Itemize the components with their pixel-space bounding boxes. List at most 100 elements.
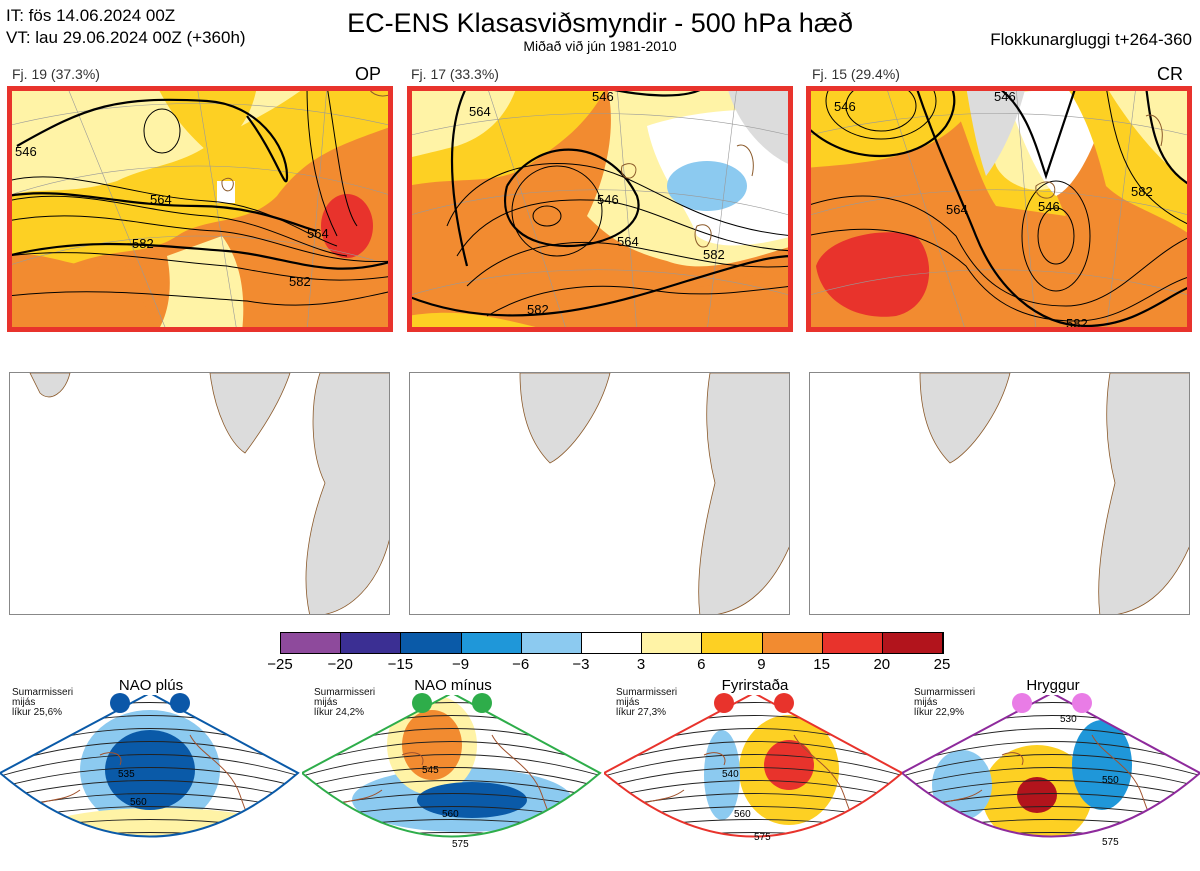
empty-map-3 <box>809 372 1190 615</box>
colorbar-swatch <box>461 633 522 653</box>
cluster-3-contour-label: 582 <box>1131 184 1153 199</box>
colorbar-tick-label: −6 <box>512 656 530 673</box>
regime-marker-dot <box>170 693 190 713</box>
colorbar-tick-label: 6 <box>697 656 706 673</box>
regime-info-prob: líkur 22,9% <box>914 707 965 718</box>
cluster-1-code: OP <box>355 64 382 84</box>
regime-marker-dot <box>110 693 130 713</box>
regime-marker-dot <box>774 693 794 713</box>
page-title: EC-ENS Klasasviðsmyndir - 500 hPa hæð <box>347 8 853 38</box>
cluster-1-contour-label: 546 <box>15 144 37 159</box>
cluster-2-contour-label: 546 <box>597 192 619 207</box>
regime-map: 535 560 <box>0 695 300 838</box>
cluster-3-frame <box>806 86 1192 332</box>
cluster-1-contour-label: 582 <box>132 236 154 251</box>
colorbar-swatch <box>281 633 342 653</box>
cluster-3-contour-label: 546 <box>834 99 856 114</box>
colorbar-tick-label: −3 <box>572 656 590 673</box>
regime-info-prob: líkur 25,6% <box>12 707 63 718</box>
regime-map: 545 560 575 <box>302 695 602 850</box>
colorbar-swatch <box>762 633 823 653</box>
regime-info-prob: líkur 27,3% <box>616 707 667 718</box>
regime-info-season: Sumarmisseri <box>616 687 678 698</box>
regime-map: 540 560 575 <box>604 695 904 843</box>
cluster-3-contour-label: 546 <box>994 89 1016 104</box>
cluster-3-code: CR <box>1157 64 1183 84</box>
cluster-1-label: Fj. 19 (37.3%) <box>12 66 100 82</box>
regime-contour-label: 550 <box>1102 775 1119 786</box>
cluster-1-contour-label: 582 <box>289 274 311 289</box>
regime-info-avg: mijás <box>314 697 338 708</box>
colorbar-tick-label: 20 <box>873 656 891 673</box>
colorbar-tick-label: −20 <box>327 656 353 673</box>
regime-contour-label: 530 <box>1060 714 1077 725</box>
colorbar-swatch <box>341 633 402 653</box>
regime-contour-label: 560 <box>442 809 459 820</box>
cluster-2-contour-label: 582 <box>703 247 725 262</box>
page-subtitle: Miðað við jún 1981-2010 <box>523 38 677 54</box>
regime-contour-label: 575 <box>754 832 771 843</box>
regime-marker-dot <box>1072 693 1092 713</box>
regime-title: Fyrirstaða <box>721 677 789 694</box>
cluster-2-contour-label: 564 <box>469 104 491 119</box>
colorbar-tick-label: 3 <box>636 656 646 673</box>
regime-info-season: Sumarmisseri <box>12 687 74 698</box>
cluster-map-1: 546 564 582 582 564 <box>7 86 393 332</box>
regime-map: 530 550 575 <box>902 695 1200 848</box>
cluster-3-contour-label: 564 <box>946 202 968 217</box>
colorbar-tick-label: −9 <box>451 656 470 673</box>
regime-contour-label: 560 <box>130 797 147 808</box>
colorbar-tick-label: 15 <box>813 656 830 673</box>
colorbar-swatch <box>581 633 643 653</box>
regime-marker-dot <box>472 693 492 713</box>
regime-info: Sumarmisseri mijás líkur 24,2% <box>314 688 375 718</box>
cluster-2-frame <box>407 86 793 332</box>
cluster-2-contour-label: 564 <box>617 234 639 249</box>
regime-info-prob: líkur 24,2% <box>314 707 365 718</box>
colorbar-swatch <box>822 633 883 653</box>
cluster-3-contour-label: 546 <box>1038 199 1060 214</box>
regime-title: NAO mínus <box>414 677 492 694</box>
colorbar-swatch <box>521 633 582 653</box>
regime-info-season: Sumarmisseri <box>914 687 976 698</box>
empty-map-1 <box>9 372 390 615</box>
cluster-1-contour-label: 564 <box>150 192 172 207</box>
colorbar-tick-label: 9 <box>757 656 766 673</box>
cluster-2-contour-label: 546 <box>592 89 614 104</box>
cluster-2-contour-label: 582 <box>527 302 549 317</box>
colorbar-tick-label: −25 <box>267 656 293 673</box>
regime-marker-dot <box>1012 693 1032 713</box>
regime-contour-label: 535 <box>118 769 135 780</box>
colorbar-swatch <box>882 633 944 653</box>
regime-info: Sumarmisseri mijás líkur 25,6% <box>12 688 73 718</box>
regime-title: Hryggur <box>1026 677 1080 694</box>
regime-info-avg: mijás <box>12 697 36 708</box>
empty-map-2 <box>409 372 790 615</box>
colorbar-tick-label: 25 <box>933 656 951 673</box>
colorbar-swatch <box>401 633 462 653</box>
regime-info-season: Sumarmisseri <box>314 687 376 698</box>
regime-title: NAO plús <box>118 677 184 694</box>
regime-contour-label: 560 <box>734 809 751 820</box>
cluster-1-frame <box>7 86 393 332</box>
regime-marker-dot <box>714 693 734 713</box>
colorbar-swatch <box>702 633 763 653</box>
regime-contour-label: 575 <box>452 839 469 850</box>
regime-info-avg: mijás <box>914 697 938 708</box>
colorbar-swatch <box>642 633 703 653</box>
cluster-1-contour-label: 564 <box>307 226 329 241</box>
regime-marker-dot <box>412 693 432 713</box>
classification-window: Flokkunargluggi t+264-360 <box>990 30 1192 49</box>
colorbar <box>280 632 944 654</box>
regime-info-avg: mijás <box>616 697 640 708</box>
cluster-map-3: 546 564 582 546 582 546 <box>806 86 1192 332</box>
regime-contour-label: 575 <box>1102 837 1119 848</box>
regime-contour-label: 545 <box>422 765 439 776</box>
cluster-2-label: Fj. 17 (33.3%) <box>411 66 499 82</box>
regime-info: Sumarmisseri mijás líkur 22,9% <box>914 688 975 718</box>
cluster-map-2: 564 546 564 582 582 546 <box>407 86 793 332</box>
regime-info: Sumarmisseri mijás líkur 27,3% <box>616 688 677 718</box>
colorbar-tick-label: −15 <box>387 656 414 673</box>
valid-time: VT: lau 29.06.2024 00Z (+360h) <box>6 28 246 47</box>
cluster-3-label: Fj. 15 (29.4%) <box>812 66 900 82</box>
